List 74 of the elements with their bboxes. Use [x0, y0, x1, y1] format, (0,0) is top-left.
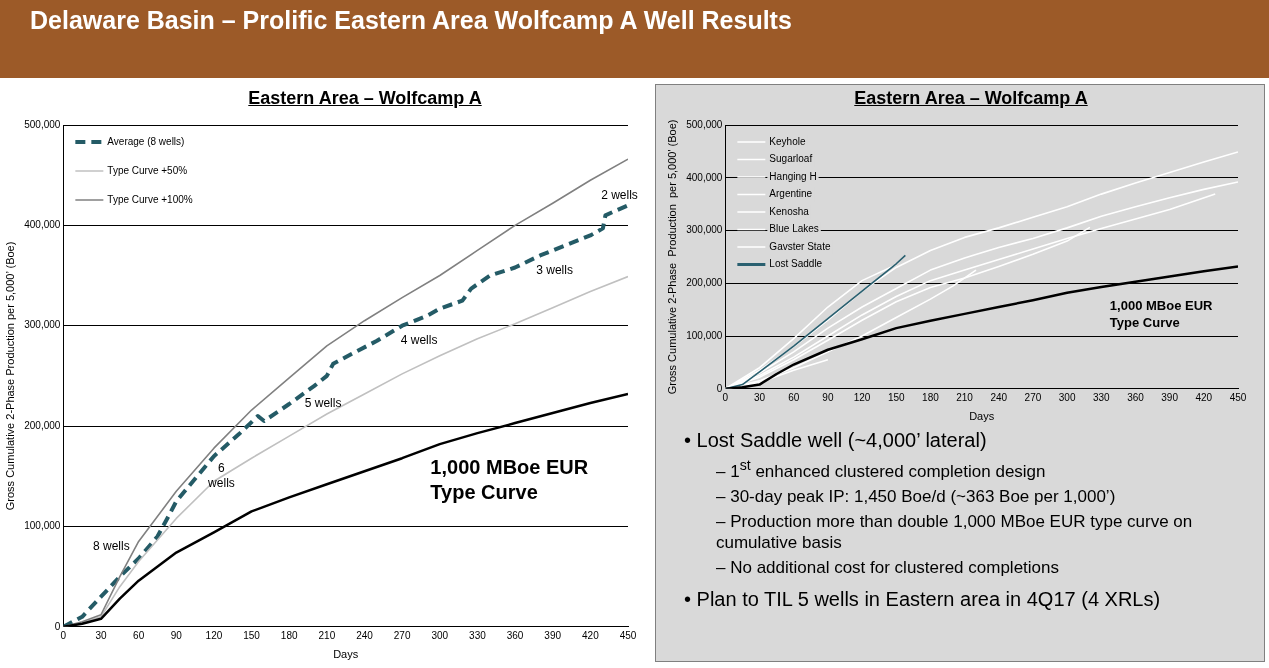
y-tick-label: 400,000 — [686, 171, 723, 183]
x-tick-label: 390 — [544, 629, 562, 641]
text: • Lost Saddle well (~4,000’ lateral) — [684, 428, 988, 452]
y-tick-label: 300,000 — [24, 319, 61, 331]
y-tick-label: 0 — [54, 620, 61, 632]
x-axis-title: Days — [333, 648, 359, 661]
y-tick-label: 400,000 — [24, 219, 61, 231]
x-tick-label: 450 — [1229, 391, 1247, 403]
y-tick-label: 500,000 — [686, 118, 723, 130]
annotation: 3 wells — [536, 262, 573, 277]
x-tick-label: 90 — [822, 391, 834, 403]
x-tick-label: 60 — [133, 629, 145, 641]
legend-label: Lost Saddle — [769, 258, 823, 270]
x-tick-label: 30 — [95, 629, 107, 641]
y-tick-label: 100,000 — [24, 520, 61, 532]
legend-label: Sugarloaf — [769, 153, 813, 165]
y-tick-label: 200,000 — [686, 277, 723, 289]
text: – No additional cost for clustered completions — [716, 558, 1060, 579]
text: – Production more than double 1,000 MBoe EUR type curve on cumulative basis — [716, 512, 1194, 554]
legend-label: Gavster State — [769, 240, 831, 252]
annotation: 1,000 MBoe EUR Type Curve — [430, 456, 589, 504]
annotation: 1,000 MBoe EUR Type Curve — [1109, 298, 1214, 330]
y-tick-label: 0 — [716, 382, 723, 394]
legend-label: Hanging H — [769, 170, 817, 182]
x-tick-label: 180 — [280, 629, 298, 641]
x-tick-label: 420 — [582, 629, 600, 641]
x-tick-label: 450 — [619, 629, 637, 641]
x-axis-title: Days — [969, 410, 995, 423]
legend-label: Argentine — [769, 188, 813, 200]
x-tick-label: 240 — [990, 391, 1008, 403]
annotation: 8 wells — [93, 538, 130, 553]
x-tick-label: 330 — [469, 629, 487, 641]
y-tick-label: 300,000 — [686, 224, 723, 236]
x-tick-label: 210 — [318, 629, 336, 641]
x-tick-label: 30 — [753, 391, 766, 403]
x-tick-label: 150 — [887, 391, 906, 403]
x-tick-label: 210 — [956, 391, 974, 403]
x-tick-label: 60 — [788, 391, 800, 403]
text: – 30-day peak IP: 1,450 Boe/d (~363 Boe per 1,000’) — [716, 487, 1117, 508]
text: – 1$^{st}$ enhanced clustered completion design — [716, 457, 1047, 483]
x-tick-label: 270 — [1024, 391, 1042, 403]
y-tick-label: 500,000 — [24, 118, 61, 130]
text: Delaware Basin – Prolific Eastern Area Wolfcamp A Well Results — [29, 5, 793, 35]
x-tick-label: 390 — [1161, 391, 1179, 403]
x-tick-label: 90 — [170, 629, 183, 641]
x-tick-label: 270 — [393, 629, 411, 641]
text: • Plan to TIL 5 wells in Eastern area in 4Q17 (4 XRLs) — [684, 586, 1162, 611]
x-tick-label: 150 — [243, 629, 261, 641]
legend-label: Average (8 wells) — [107, 135, 185, 147]
x-tick-label: 300 — [1058, 391, 1076, 403]
x-tick-label: 300 — [431, 629, 449, 641]
chart-title: Eastern Area – Wolfcamp A — [853, 88, 1089, 110]
legend-label: Type Curve +100% — [107, 193, 193, 205]
x-tick-label: 360 — [506, 629, 524, 641]
y-tick-label: 200,000 — [24, 419, 61, 431]
annotation: 6 wells — [207, 461, 235, 491]
legend-label: Kenosha — [769, 205, 810, 217]
x-tick-label: 330 — [1092, 391, 1111, 403]
y-tick-label: 100,000 — [686, 329, 723, 341]
x-tick-label: 120 — [205, 629, 223, 641]
x-tick-label: 120 — [853, 391, 871, 403]
x-tick-label: 360 — [1127, 391, 1145, 403]
legend-label: Type Curve +50% — [107, 164, 188, 176]
annotation: 5 wells — [304, 395, 342, 410]
legend-label: Keyhole — [769, 135, 806, 147]
annotation: 2 wells — [601, 187, 638, 202]
x-tick-label: 240 — [356, 629, 374, 641]
y-axis-title: Gross Cumulative 2-Phase Production per 5,000' (Boe) — [665, 119, 678, 395]
annotation: 4 wells — [400, 333, 438, 348]
x-tick-label: 420 — [1195, 391, 1213, 403]
chart-title: Eastern Area – Wolfcamp A — [247, 88, 483, 110]
legend-label: Blue Lakes — [769, 223, 819, 235]
x-tick-label: 180 — [922, 391, 940, 403]
y-axis-title: Gross Cumulative 2-Phase Production per 5,000’ (Boe) — [3, 241, 16, 511]
